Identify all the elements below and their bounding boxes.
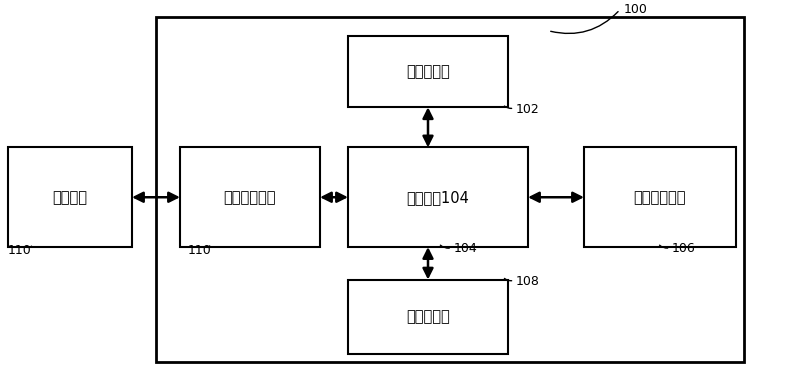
Text: 100: 100: [624, 3, 648, 16]
Text: 104: 104: [454, 242, 478, 255]
Text: 外部设备: 外部设备: [53, 190, 87, 205]
Text: 通用处理器: 通用处理器: [406, 64, 450, 79]
Bar: [584, 147, 736, 247]
Bar: [348, 147, 528, 247]
Text: 102: 102: [516, 103, 540, 116]
Bar: [348, 36, 508, 107]
Bar: [8, 147, 132, 247]
Text: 108: 108: [516, 275, 540, 288]
Bar: [156, 17, 744, 362]
Text: 数据交换系统: 数据交换系统: [224, 190, 276, 205]
Text: 110: 110: [8, 244, 32, 257]
Text: 106: 106: [672, 242, 696, 255]
Text: 微处理器104: 微处理器104: [406, 190, 470, 205]
Bar: [180, 147, 320, 247]
Text: 分级存储系统: 分级存储系统: [634, 190, 686, 205]
Bar: [348, 280, 508, 354]
Text: 110: 110: [188, 244, 212, 257]
Text: 协处理系统: 协处理系统: [406, 309, 450, 324]
